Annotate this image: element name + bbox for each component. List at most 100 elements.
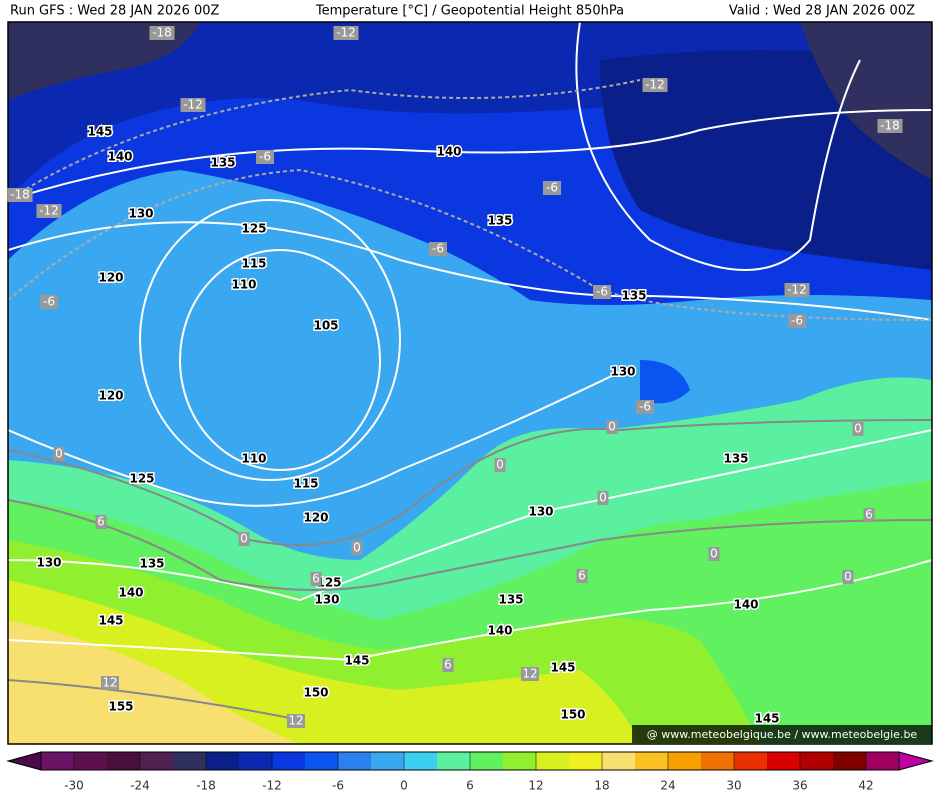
temperature-label: -12 [183, 98, 203, 112]
height-label: 130 [610, 365, 635, 379]
height-label: 140 [487, 624, 512, 638]
temperature-label-box [7, 188, 33, 202]
temperature-label: -12 [645, 78, 665, 92]
temperature-label: -18 [880, 119, 900, 133]
colorbar-bin [602, 752, 635, 770]
colorbar-bin [239, 752, 272, 770]
temperature-label-box [784, 283, 810, 297]
temperature-label-box [333, 26, 359, 40]
colorbar-bin [206, 752, 239, 770]
temperature-label: -18 [10, 188, 30, 202]
colorbar-tick-label: 6 [466, 779, 474, 793]
height-label: 135 [723, 452, 748, 466]
height-label: 120 [98, 389, 123, 403]
temperature-label-box [606, 420, 618, 434]
run-label: Run GFS : Wed 28 JAN 2026 00Z [10, 4, 220, 19]
height-label: 140 [436, 145, 461, 159]
temperature-label: -6 [596, 285, 608, 299]
colorbar-tick-label: 18 [594, 779, 609, 793]
temperature-label-box [576, 569, 588, 583]
height-label: 125 [316, 576, 341, 590]
temperature-label-box [95, 515, 107, 529]
colorbar-bin [437, 752, 470, 770]
colorbar-tick-label: -30 [64, 779, 84, 793]
temperature-label: -6 [546, 181, 558, 195]
temperature-label-box [40, 295, 58, 309]
colorbar-bin [503, 752, 536, 770]
height-label: 130 [314, 593, 339, 607]
colorbar-bin [833, 752, 866, 770]
temperature-label: 6 [97, 515, 105, 529]
temperature-label-box [788, 314, 806, 328]
colorbar-tick-label: -12 [262, 779, 282, 793]
temperature-label: -6 [791, 314, 803, 328]
temperature-label-box [256, 150, 274, 164]
colorbar-bin [734, 752, 767, 770]
height-label: 125 [129, 472, 154, 486]
height-label: 145 [344, 654, 369, 668]
temperature-label: 6 [312, 572, 320, 586]
colorbar-tick-label: 36 [792, 779, 807, 793]
height-label: 135 [621, 289, 646, 303]
colorbar-tick-label: -6 [332, 779, 344, 793]
height-label: 135 [498, 593, 523, 607]
temperature-label: 0 [854, 422, 862, 436]
colorbar-bin [536, 752, 569, 770]
height-label: 130 [36, 556, 61, 570]
colorbar-bin [338, 752, 371, 770]
temperature-label-box [287, 714, 305, 728]
colorbar-tick-label: 30 [726, 779, 741, 793]
height-label: 140 [107, 150, 132, 164]
temperature-label: -12 [787, 283, 807, 297]
colorbar-tick-label: -24 [130, 779, 150, 793]
temperature-label-box [543, 181, 561, 195]
height-label: 145 [98, 614, 123, 628]
height-label: 155 [108, 700, 133, 714]
colorbar-bin [371, 752, 404, 770]
temperature-label-box [842, 570, 854, 584]
temperature-label: 12 [522, 667, 537, 681]
height-label: 105 [313, 319, 338, 333]
colorbar-bin [569, 752, 602, 770]
height-label: 115 [241, 257, 266, 271]
temperature-label-box [708, 547, 720, 561]
colorbar-bin [701, 752, 734, 770]
temperature-label-box [238, 532, 250, 546]
colorbar-bin [272, 752, 305, 770]
temperature-label: 0 [608, 420, 616, 434]
watermark: @ www.meteobelgique.be / www.meteobelgie… [647, 728, 918, 741]
colorbar-bin [668, 752, 701, 770]
temperature-label-box [429, 242, 447, 256]
colorbar-bin [173, 752, 206, 770]
temperature-label: -6 [639, 400, 651, 414]
temperature-label-box [53, 447, 65, 461]
temperature-label: -12 [336, 26, 356, 40]
height-label: 120 [303, 511, 328, 525]
colorbar-bin [470, 752, 503, 770]
map-title: Temperature [°C] / Geopotential Height 8… [315, 4, 624, 19]
temperature-label-box [642, 78, 668, 92]
map-frame [7, 21, 933, 745]
temperature-label-box [877, 119, 903, 133]
temperature-label-box [593, 285, 611, 299]
temperature-label: 0 [599, 491, 607, 505]
temperature-label-box [636, 400, 654, 414]
colorbar-tick-label: 24 [660, 779, 675, 793]
height-label: 130 [528, 505, 553, 519]
temperature-label: 6 [578, 569, 586, 583]
height-label: 135 [139, 557, 164, 571]
height-label: 130 [128, 207, 153, 221]
watermark-box [632, 725, 932, 743]
temperature-label: -12 [39, 204, 59, 218]
temperature-label: -6 [259, 150, 271, 164]
colorbar-bin [635, 752, 668, 770]
colorbar-tick-label: 42 [858, 779, 873, 793]
temperature-label: 0 [710, 547, 718, 561]
colorbar-tick-label: -18 [196, 779, 216, 793]
temperature-label-box [36, 204, 62, 218]
valid-label: Valid : Wed 28 JAN 2026 00Z [729, 4, 915, 19]
colorbar-bin [107, 752, 140, 770]
height-label: 150 [303, 686, 328, 700]
temperature-label: -6 [43, 295, 55, 309]
